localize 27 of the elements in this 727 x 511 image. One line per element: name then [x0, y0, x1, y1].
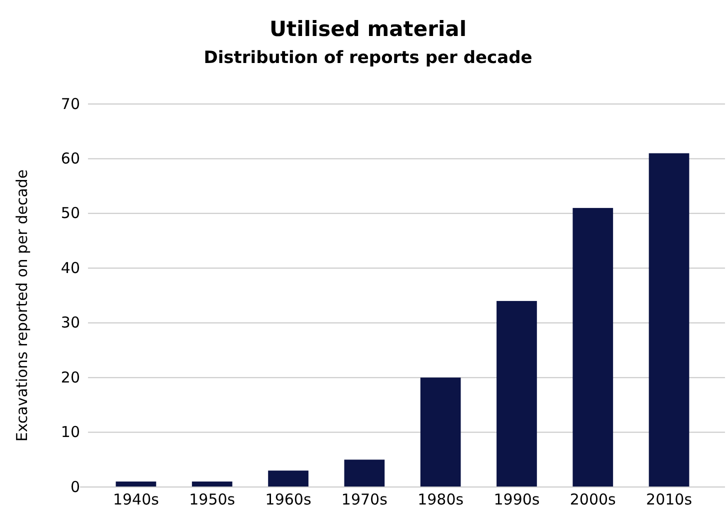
bar	[268, 470, 308, 487]
x-tick-label: 2000s	[570, 490, 616, 509]
bar	[116, 482, 156, 487]
bar	[420, 378, 461, 487]
y-axis-title: Excavations reported on per decade	[13, 169, 31, 442]
bar	[192, 482, 232, 487]
x-tick-label: 1970s	[341, 490, 388, 509]
x-tick-label: 1950s	[189, 490, 236, 509]
y-tick-label: 10	[60, 423, 80, 442]
bar	[648, 153, 690, 487]
chart-title: Utilised material	[269, 17, 467, 41]
y-tick-label: 0	[70, 478, 80, 496]
y-tick-label: 40	[60, 258, 80, 277]
x-tick-label: 2010s	[646, 490, 692, 509]
y-tick-label: 60	[60, 150, 80, 168]
bar	[572, 208, 614, 487]
x-tick-label: 1990s	[494, 490, 540, 509]
y-tick-label: 20	[60, 368, 80, 386]
x-tick-label: 1980s	[418, 490, 464, 509]
bar	[496, 300, 537, 487]
bar	[344, 460, 385, 487]
y-tick-label: 70	[60, 94, 80, 113]
y-tick-label: 30	[60, 314, 80, 332]
y-tick-label: 50	[60, 204, 80, 222]
chart-subtitle: Distribution of reports per decade	[204, 48, 532, 68]
x-tick-label: 1960s	[265, 490, 312, 509]
x-tick-label: 1940s	[112, 490, 160, 509]
